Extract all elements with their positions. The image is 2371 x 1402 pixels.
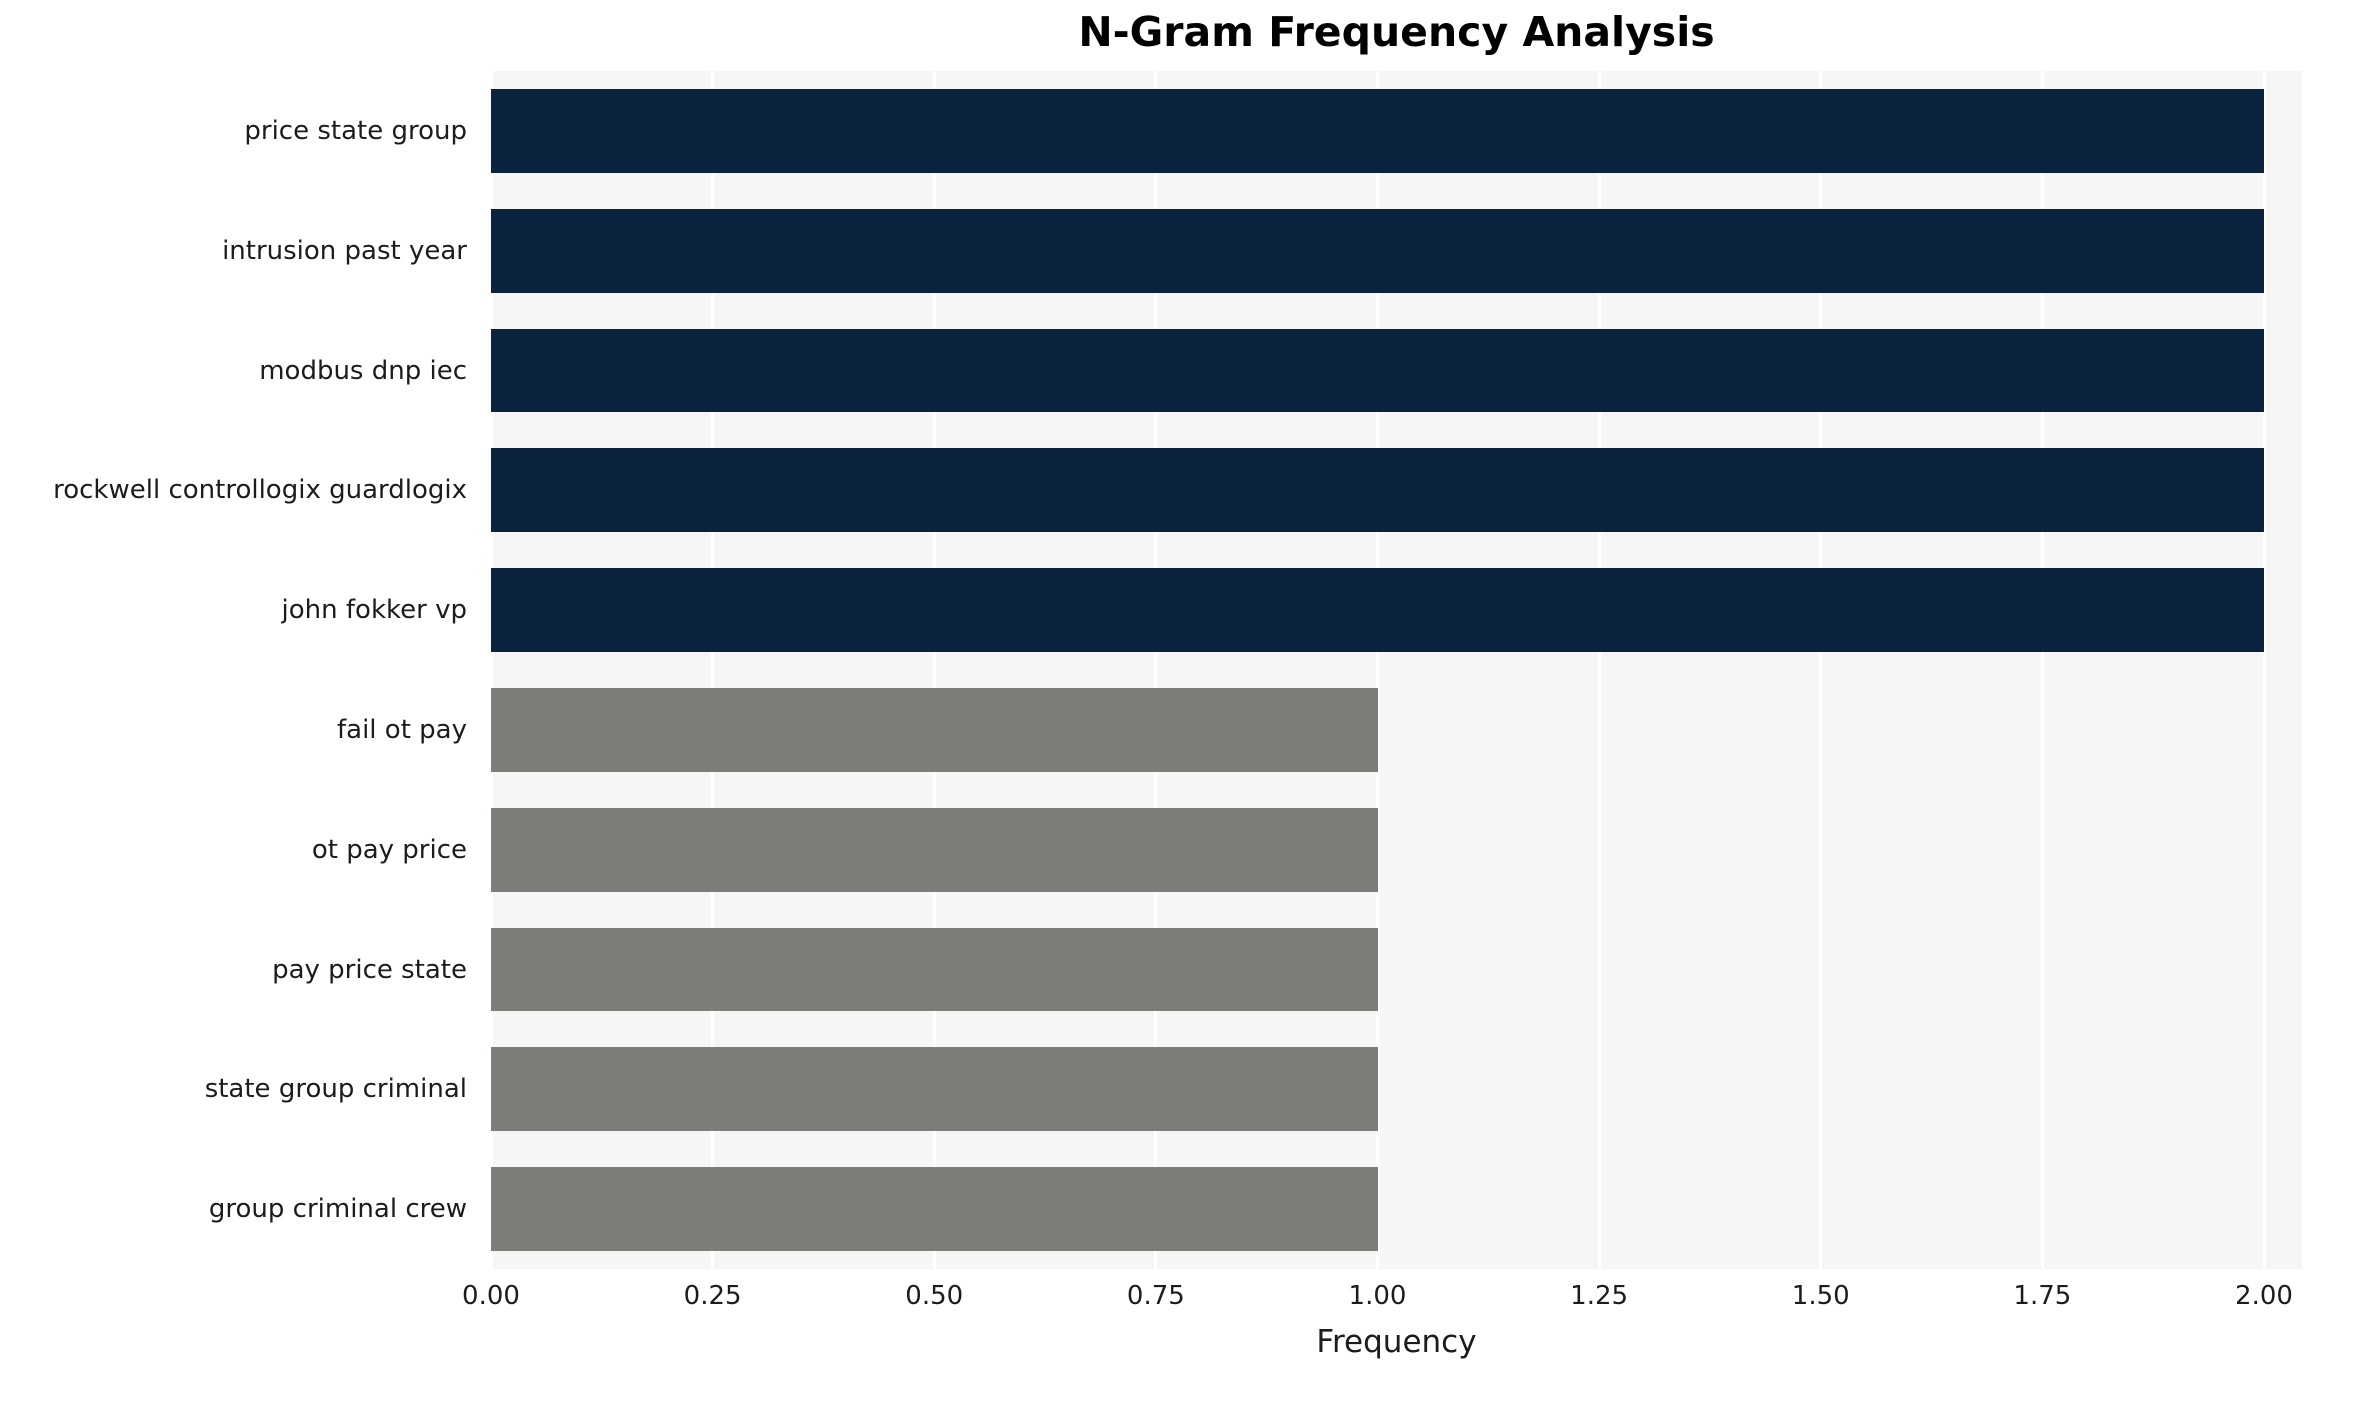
x-tick-label: 0.50	[905, 1281, 964, 1311]
x-axis-title: Frequency	[1316, 1324, 1477, 1360]
bar-rockwell-controllogix-guardlogix	[491, 448, 2264, 533]
y-tick-label: john fokker vp	[281, 595, 467, 626]
chart-title: N-Gram Frequency Analysis	[1078, 8, 1715, 56]
gridline-x-1.50	[1819, 71, 1823, 1269]
bar-price-state-group	[491, 88, 2264, 173]
y-tick-label: ot pay price	[311, 834, 467, 865]
gridline-x-1.00	[1376, 71, 1379, 1269]
gridline-x-0.00	[489, 71, 493, 1269]
gridline-x-0.50	[932, 71, 936, 1269]
bar-intrusion-past-year	[491, 208, 2264, 293]
y-tick-label: pay price state	[272, 954, 467, 985]
bar-pay-price-state	[491, 927, 1378, 1012]
gridline-x-0.75	[1154, 71, 1158, 1269]
x-tick-label: 0.25	[683, 1281, 742, 1311]
bar-state-group-criminal	[491, 1047, 1378, 1132]
bar-modbus-dnp-iec	[491, 328, 2264, 413]
x-tick-label: 0.00	[462, 1281, 520, 1311]
x-tick-label: 1.25	[1570, 1281, 1629, 1311]
gridline-x-1.25	[1597, 71, 1601, 1269]
y-tick-label: modbus dnp iec	[259, 355, 467, 386]
bar-ot-pay-price	[491, 807, 1378, 892]
x-tick-label: 0.75	[1126, 1281, 1185, 1311]
y-tick-label: state group criminal	[204, 1074, 467, 1105]
gridline-x-2.00	[2262, 71, 2266, 1269]
gridline-x-0.25	[711, 71, 715, 1269]
bar-john-fokker-vp	[491, 568, 2264, 653]
plot-area	[489, 71, 2302, 1269]
y-tick-label: rockwell controllogix guardlogix	[53, 475, 467, 506]
bar-group-criminal-crew	[491, 1167, 1378, 1252]
y-tick-label: fail ot pay	[337, 714, 467, 745]
y-tick-label: price state group	[244, 115, 467, 146]
bar-fail-ot-pay	[491, 687, 1378, 772]
y-axis-labels: price state group intrusion past year modb…	[0, 71, 477, 1269]
x-tick-label: 1.50	[1791, 1281, 1850, 1311]
x-axis-ticks: 0.00 0.25 0.50 0.75 1.00 1.25 1.50 1.75 2.00	[462, 1269, 2302, 1315]
y-tick-label: intrusion past year	[222, 235, 467, 266]
x-tick-label: 1.75	[2013, 1281, 2072, 1311]
y-tick-label: group criminal crew	[208, 1194, 467, 1225]
x-tick-label: 2.00	[2235, 1281, 2293, 1311]
gridline-x-1.75	[2040, 71, 2044, 1269]
x-tick-label: 1.00	[1348, 1281, 1407, 1311]
